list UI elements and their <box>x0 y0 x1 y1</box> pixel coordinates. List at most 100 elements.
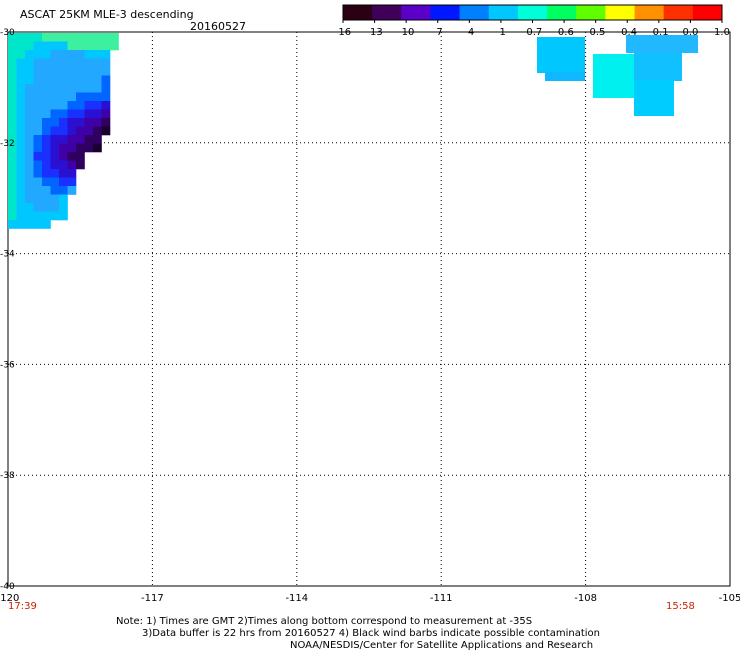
swath-cell <box>50 152 60 161</box>
swath-cell <box>59 203 68 212</box>
swath-cell <box>33 92 43 102</box>
time-right-label: 15:58 <box>666 601 695 612</box>
swath-cell <box>93 101 102 110</box>
swath-cell <box>42 75 51 85</box>
swath-cell <box>8 33 17 42</box>
swath-cell <box>8 41 17 51</box>
swath-cell <box>33 152 43 161</box>
x-tick-label: -114 <box>285 593 308 604</box>
swath-cell <box>16 152 26 161</box>
swath-cell <box>59 143 68 153</box>
swath-cell <box>33 75 43 85</box>
swath-cell <box>42 152 51 161</box>
swath-cell <box>76 101 85 110</box>
swath-cell <box>537 37 585 73</box>
swath-cell <box>16 92 26 102</box>
swath-cell <box>16 194 26 204</box>
swath-cell <box>42 50 51 59</box>
swath-cell <box>84 58 94 68</box>
swath-cell <box>59 135 68 144</box>
swath-cell <box>8 186 17 195</box>
swath-cell <box>50 169 60 178</box>
swath-cell <box>59 101 68 110</box>
swath-cell <box>33 118 43 127</box>
swath-cell <box>50 186 60 195</box>
swath-cell <box>101 92 111 102</box>
swath-cell <box>25 58 34 68</box>
swath-cell <box>33 109 43 119</box>
swath-cell <box>76 58 85 68</box>
swath-cell <box>50 41 60 51</box>
swath-cell <box>101 118 111 127</box>
swath-cell <box>93 135 102 144</box>
swath-cell <box>33 211 43 221</box>
colorbar-swatch <box>430 5 461 20</box>
colorbar-swatch <box>343 5 373 20</box>
swath-cell <box>76 84 85 93</box>
swath-cell <box>42 194 51 204</box>
swath-cell <box>101 126 111 136</box>
swath-cell <box>8 143 17 153</box>
swath-cell <box>67 118 77 127</box>
swath-cell <box>59 50 68 59</box>
swath-cell <box>50 101 60 110</box>
swath-cell <box>76 152 85 161</box>
swath-cell <box>101 67 111 76</box>
swath-cell <box>16 41 26 51</box>
y-tick-label: -38 <box>0 471 15 481</box>
swath-cell <box>25 84 34 93</box>
colorbar-swatch <box>459 5 490 20</box>
swath-cell <box>25 169 34 178</box>
swath-cell <box>25 118 34 127</box>
data-swaths <box>8 33 698 229</box>
swath-cell <box>50 194 60 204</box>
colorbar-swatch <box>663 5 694 20</box>
swath-cell <box>16 169 26 178</box>
colorbar-swatch <box>372 5 402 20</box>
swath-cell <box>59 33 68 42</box>
swath-cell <box>33 160 43 170</box>
swath-cell <box>634 53 682 81</box>
swath-cell <box>101 109 111 119</box>
swath-cell <box>16 135 26 144</box>
swath-cell <box>25 67 34 76</box>
swath-cell <box>33 67 43 76</box>
swath-cell <box>50 135 60 144</box>
swath-cell <box>16 126 26 136</box>
swath-cell <box>67 67 77 76</box>
chart-date: 20160527 <box>190 20 246 33</box>
swath-cell <box>25 186 34 195</box>
swath-cell <box>33 177 43 187</box>
swath-cell <box>84 33 94 42</box>
swath-cell <box>67 169 77 178</box>
swath-cell <box>93 75 102 85</box>
note-line-3: NOAA/NESDIS/Center for Satellite Applica… <box>290 640 594 651</box>
swath-cell <box>16 58 26 68</box>
swath-cell <box>8 160 17 170</box>
swath-cell <box>101 75 111 85</box>
swath-cell <box>8 118 17 127</box>
swath-cell <box>8 92 17 102</box>
swath-cell <box>16 177 26 187</box>
swath-cell <box>25 92 34 102</box>
swath-cell <box>93 92 102 102</box>
swath-cell <box>33 50 43 59</box>
swath-cell <box>25 143 34 153</box>
swath-cell <box>50 84 60 93</box>
colorbar-swatch <box>692 5 723 20</box>
swath-cell <box>59 186 68 195</box>
note-line-1: Note: 1) Times are GMT 2)Times along bot… <box>116 616 533 627</box>
swath-cell <box>59 109 68 119</box>
swath-cell <box>50 211 60 221</box>
swath-cell <box>42 118 51 127</box>
swath-cell <box>84 126 94 136</box>
note-line-2: 3)Data buffer is 22 hrs from 20160527 4)… <box>142 628 600 639</box>
swath-cell <box>25 194 34 204</box>
swath-cell <box>93 109 102 119</box>
swath-cell <box>42 143 51 153</box>
swath-cell <box>76 50 85 59</box>
swath-cell <box>50 67 60 76</box>
swath-cell <box>42 203 51 212</box>
swath-cell <box>59 58 68 68</box>
